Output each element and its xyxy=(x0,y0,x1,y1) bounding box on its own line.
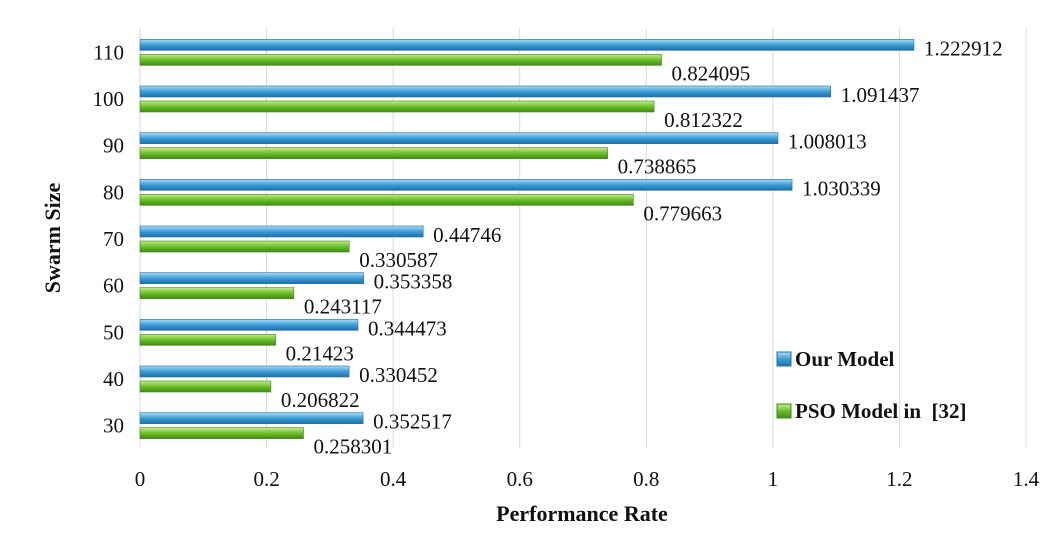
bar-pso-model-30 xyxy=(139,427,304,439)
legend-label-pso-model: PSO Model in [32] xyxy=(795,399,967,423)
data-label-our-model-80: 1.030339 xyxy=(802,176,881,200)
data-label-our-model-50: 0.344473 xyxy=(368,316,447,340)
data-label-pso-model-40: 0.206822 xyxy=(281,388,360,412)
bar-pso-model-60 xyxy=(139,287,295,299)
x-tick-label: 0.8 xyxy=(633,467,659,491)
y-tick-label: 70 xyxy=(103,227,124,251)
x-tick-label: 1 xyxy=(768,467,779,491)
bar-our-model-110 xyxy=(139,39,915,51)
y-tick-label: 80 xyxy=(103,180,124,204)
bar-pso-model-100 xyxy=(139,100,655,113)
data-label-pso-model-50: 0.21423 xyxy=(286,341,354,365)
x-tick-label: 1.4 xyxy=(1013,467,1040,491)
legend-label-our-model: Our Model xyxy=(795,347,895,371)
bar-our-model-70 xyxy=(139,225,424,238)
y-axis-title: Swarm Size xyxy=(40,182,65,293)
bar-our-model-50 xyxy=(139,319,359,331)
bar-our-model-40 xyxy=(139,365,350,378)
bar-pso-model-40 xyxy=(139,380,272,393)
legend: Our Model PSO Model in [32] xyxy=(776,347,967,423)
bar-pso-model-110 xyxy=(139,54,662,66)
bar-our-model-80 xyxy=(139,179,793,191)
x-tick-label: 0.4 xyxy=(380,467,407,491)
bar-our-model-30 xyxy=(139,412,364,424)
y-tick-label: 90 xyxy=(103,134,124,158)
data-label-pso-model-30: 0.258301 xyxy=(313,435,392,459)
y-tick-label: 40 xyxy=(103,367,124,391)
data-label-our-model-30: 0.352517 xyxy=(373,410,452,434)
bar-our-model-60 xyxy=(139,272,364,284)
data-label-pso-model-70: 0.330587 xyxy=(359,248,438,272)
data-label-pso-model-80: 0.779663 xyxy=(643,201,722,225)
gridlines xyxy=(139,28,1027,448)
x-tick-label: 0 xyxy=(135,467,146,491)
data-label-our-model-70: 0.44746 xyxy=(433,223,501,247)
bar-our-model-100 xyxy=(139,85,832,98)
bar-pso-model-70 xyxy=(139,240,350,253)
data-label-pso-model-110: 0.824095 xyxy=(672,61,751,85)
bar-pso-model-80 xyxy=(139,194,634,206)
data-label-our-model-100: 1.091437 xyxy=(841,83,920,107)
x-tick-label: 0.6 xyxy=(507,467,533,491)
data-label-our-model-110: 1.222912 xyxy=(924,36,1003,60)
legend-swatch-our-model xyxy=(776,351,792,367)
y-tick-label: 100 xyxy=(93,87,125,111)
data-label-pso-model-90: 0.738865 xyxy=(618,155,697,179)
y-tick-labels: 30 40 50 60 70 80 90 100 110 xyxy=(93,40,125,437)
x-tick-labels: 0 0.2 0.4 0.6 0.8 1 1.2 1.4 xyxy=(135,467,1040,491)
bar-our-model-90 xyxy=(139,132,779,144)
x-axis-title: Performance Rate xyxy=(496,501,668,526)
legend-swatch-pso-model xyxy=(776,403,792,419)
data-label-pso-model-60: 0.243117 xyxy=(304,295,382,319)
y-tick-label: 60 xyxy=(103,274,124,298)
data-label-our-model-90: 1.008013 xyxy=(788,130,867,154)
bar-pso-model-90 xyxy=(139,147,608,159)
y-tick-label: 50 xyxy=(103,320,124,344)
y-tick-label: 110 xyxy=(93,40,124,64)
data-label-pso-model-100: 0.812322 xyxy=(664,108,743,132)
data-label-our-model-60: 0.353358 xyxy=(374,270,453,294)
x-tick-label: 1.2 xyxy=(886,467,912,491)
bars xyxy=(139,39,915,439)
bar-pso-model-50 xyxy=(139,334,276,346)
data-label-our-model-40: 0.330452 xyxy=(359,363,438,387)
x-tick-label: 0.2 xyxy=(253,467,279,491)
y-tick-label: 30 xyxy=(103,414,124,438)
